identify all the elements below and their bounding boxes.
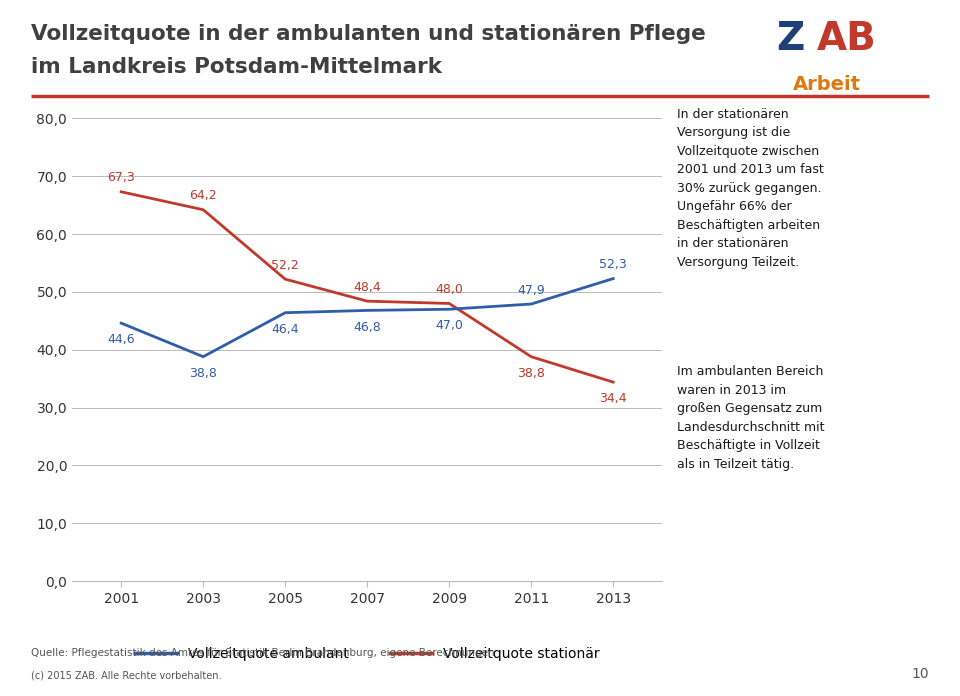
Text: 52,3: 52,3 — [599, 258, 627, 271]
Text: (c) 2015 ZAB. Alle Rechte vorbehalten.: (c) 2015 ZAB. Alle Rechte vorbehalten. — [31, 671, 221, 681]
Text: Vollzeitquote in der ambulanten und stationären Pflege: Vollzeitquote in der ambulanten und stat… — [31, 24, 706, 45]
Text: 34,4: 34,4 — [599, 393, 627, 405]
Text: 48,4: 48,4 — [353, 280, 381, 294]
Text: 38,8: 38,8 — [189, 367, 217, 380]
Text: Z: Z — [776, 20, 804, 58]
Text: Im ambulanten Bereich
waren in 2013 im
großen Gegensatz zum
Landesdurchschnitt m: Im ambulanten Bereich waren in 2013 im g… — [677, 365, 825, 471]
Text: 67,3: 67,3 — [108, 171, 135, 184]
Text: 46,8: 46,8 — [353, 321, 381, 333]
Text: 64,2: 64,2 — [189, 189, 217, 203]
Text: 44,6: 44,6 — [108, 333, 135, 347]
Text: AB: AB — [817, 20, 876, 58]
Text: 47,9: 47,9 — [517, 284, 545, 296]
Text: Arbeit: Arbeit — [793, 75, 860, 94]
Text: 46,4: 46,4 — [272, 323, 299, 336]
Text: 10: 10 — [912, 667, 929, 681]
Text: im Landkreis Potsdam-Mittelmark: im Landkreis Potsdam-Mittelmark — [31, 57, 442, 77]
Text: Quelle: Pflegestatistik des Amtes für Statistik Berlin Brandenburg, eigene Berec: Quelle: Pflegestatistik des Amtes für St… — [31, 648, 494, 658]
Text: 52,2: 52,2 — [272, 259, 300, 271]
Text: 48,0: 48,0 — [435, 283, 463, 296]
Text: 47,0: 47,0 — [435, 319, 463, 333]
Text: In der stationären
Versorgung ist die
Vollzeitquote zwischen
2001 und 2013 um fa: In der stationären Versorgung ist die Vo… — [677, 108, 824, 269]
Text: 38,8: 38,8 — [517, 367, 545, 380]
Legend: Vollzeitquote ambulant, Vollzeitquote stationär: Vollzeitquote ambulant, Vollzeitquote st… — [130, 641, 605, 667]
